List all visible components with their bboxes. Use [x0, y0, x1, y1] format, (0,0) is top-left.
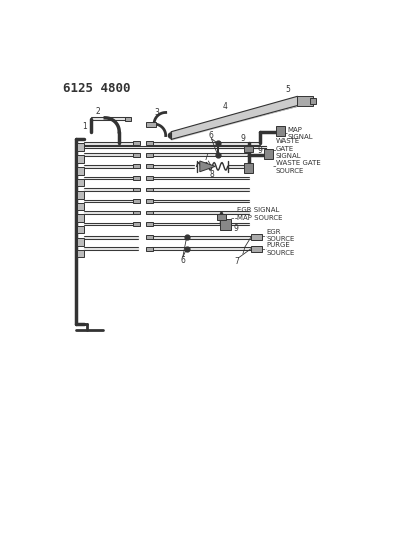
Bar [264, 149, 273, 159]
Bar [297, 96, 313, 106]
Text: PURGE
SOURCE: PURGE SOURCE [266, 242, 295, 255]
Text: 5: 5 [285, 85, 290, 94]
Bar [146, 235, 153, 239]
Bar [78, 249, 84, 257]
Bar [146, 199, 153, 203]
Bar [133, 222, 140, 226]
Bar [133, 188, 140, 191]
Text: 6: 6 [209, 131, 214, 140]
Bar [244, 146, 253, 152]
Bar [146, 165, 153, 168]
Text: 3: 3 [154, 108, 159, 117]
Bar [146, 123, 155, 127]
Bar [146, 222, 153, 226]
Bar [244, 163, 253, 173]
Bar [124, 117, 131, 120]
Bar [133, 176, 140, 180]
Text: WASTE GATE
SOURCE: WASTE GATE SOURCE [276, 160, 321, 174]
Bar [276, 126, 285, 135]
Bar [78, 167, 84, 175]
Text: 6: 6 [180, 256, 185, 265]
Text: 2: 2 [95, 107, 100, 116]
Bar [217, 214, 226, 220]
Bar [146, 211, 153, 214]
Bar [146, 141, 153, 145]
Text: 9: 9 [233, 224, 238, 233]
Bar [78, 225, 84, 233]
Bar [133, 211, 140, 214]
Bar [78, 203, 84, 210]
Text: EGR
SOURCE: EGR SOURCE [266, 229, 295, 243]
Text: MAP
SIGNAL: MAP SIGNAL [287, 126, 313, 140]
Text: 6125 4800: 6125 4800 [62, 82, 130, 95]
Bar [133, 165, 140, 168]
Bar [146, 188, 153, 191]
Text: 7: 7 [235, 256, 239, 265]
Text: 1: 1 [82, 122, 86, 131]
Bar [251, 246, 262, 252]
Bar [310, 98, 316, 104]
Polygon shape [200, 161, 215, 172]
Text: 9: 9 [258, 146, 263, 155]
Bar [220, 219, 231, 230]
Bar [133, 199, 140, 203]
Text: EGR SIGNAL
MAP SOURCE: EGR SIGNAL MAP SOURCE [237, 207, 282, 221]
Bar [78, 214, 84, 222]
Bar [251, 234, 262, 240]
Bar [133, 141, 140, 145]
Bar [78, 143, 84, 151]
Bar [146, 247, 153, 251]
Bar [78, 238, 84, 246]
Text: 4: 4 [223, 102, 228, 111]
Bar [78, 191, 84, 199]
Text: 7: 7 [204, 152, 208, 161]
Text: 7: 7 [241, 247, 246, 255]
Text: 9: 9 [241, 134, 246, 143]
Bar [146, 176, 153, 180]
Bar [78, 179, 84, 187]
Text: 8: 8 [210, 169, 215, 179]
Text: WASTE
GATE
SIGNAL: WASTE GATE SIGNAL [276, 138, 302, 159]
Bar [133, 153, 140, 157]
Bar [78, 155, 84, 163]
Bar [146, 153, 153, 157]
